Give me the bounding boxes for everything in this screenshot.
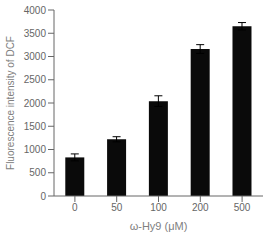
svg-text:2500: 2500	[24, 74, 47, 85]
svg-text:3000: 3000	[24, 51, 47, 62]
svg-text:0: 0	[40, 191, 46, 202]
svg-text:1500: 1500	[24, 121, 47, 132]
svg-text:500: 500	[29, 167, 46, 178]
svg-text:500: 500	[234, 202, 251, 213]
svg-text:3500: 3500	[24, 28, 47, 39]
svg-text:100: 100	[150, 202, 167, 213]
svg-text:4000: 4000	[24, 5, 47, 16]
svg-text:0: 0	[72, 202, 78, 213]
svg-text:2000: 2000	[24, 98, 47, 109]
svg-text:ω-Hy9 (μM): ω-Hy9 (μM)	[130, 220, 188, 232]
svg-text:1000: 1000	[24, 144, 47, 155]
svg-text:200: 200	[192, 202, 209, 213]
svg-text:50: 50	[111, 202, 123, 213]
svg-text:Fluorescence intensity of DCF: Fluorescence intensity of DCF	[8, 36, 16, 170]
